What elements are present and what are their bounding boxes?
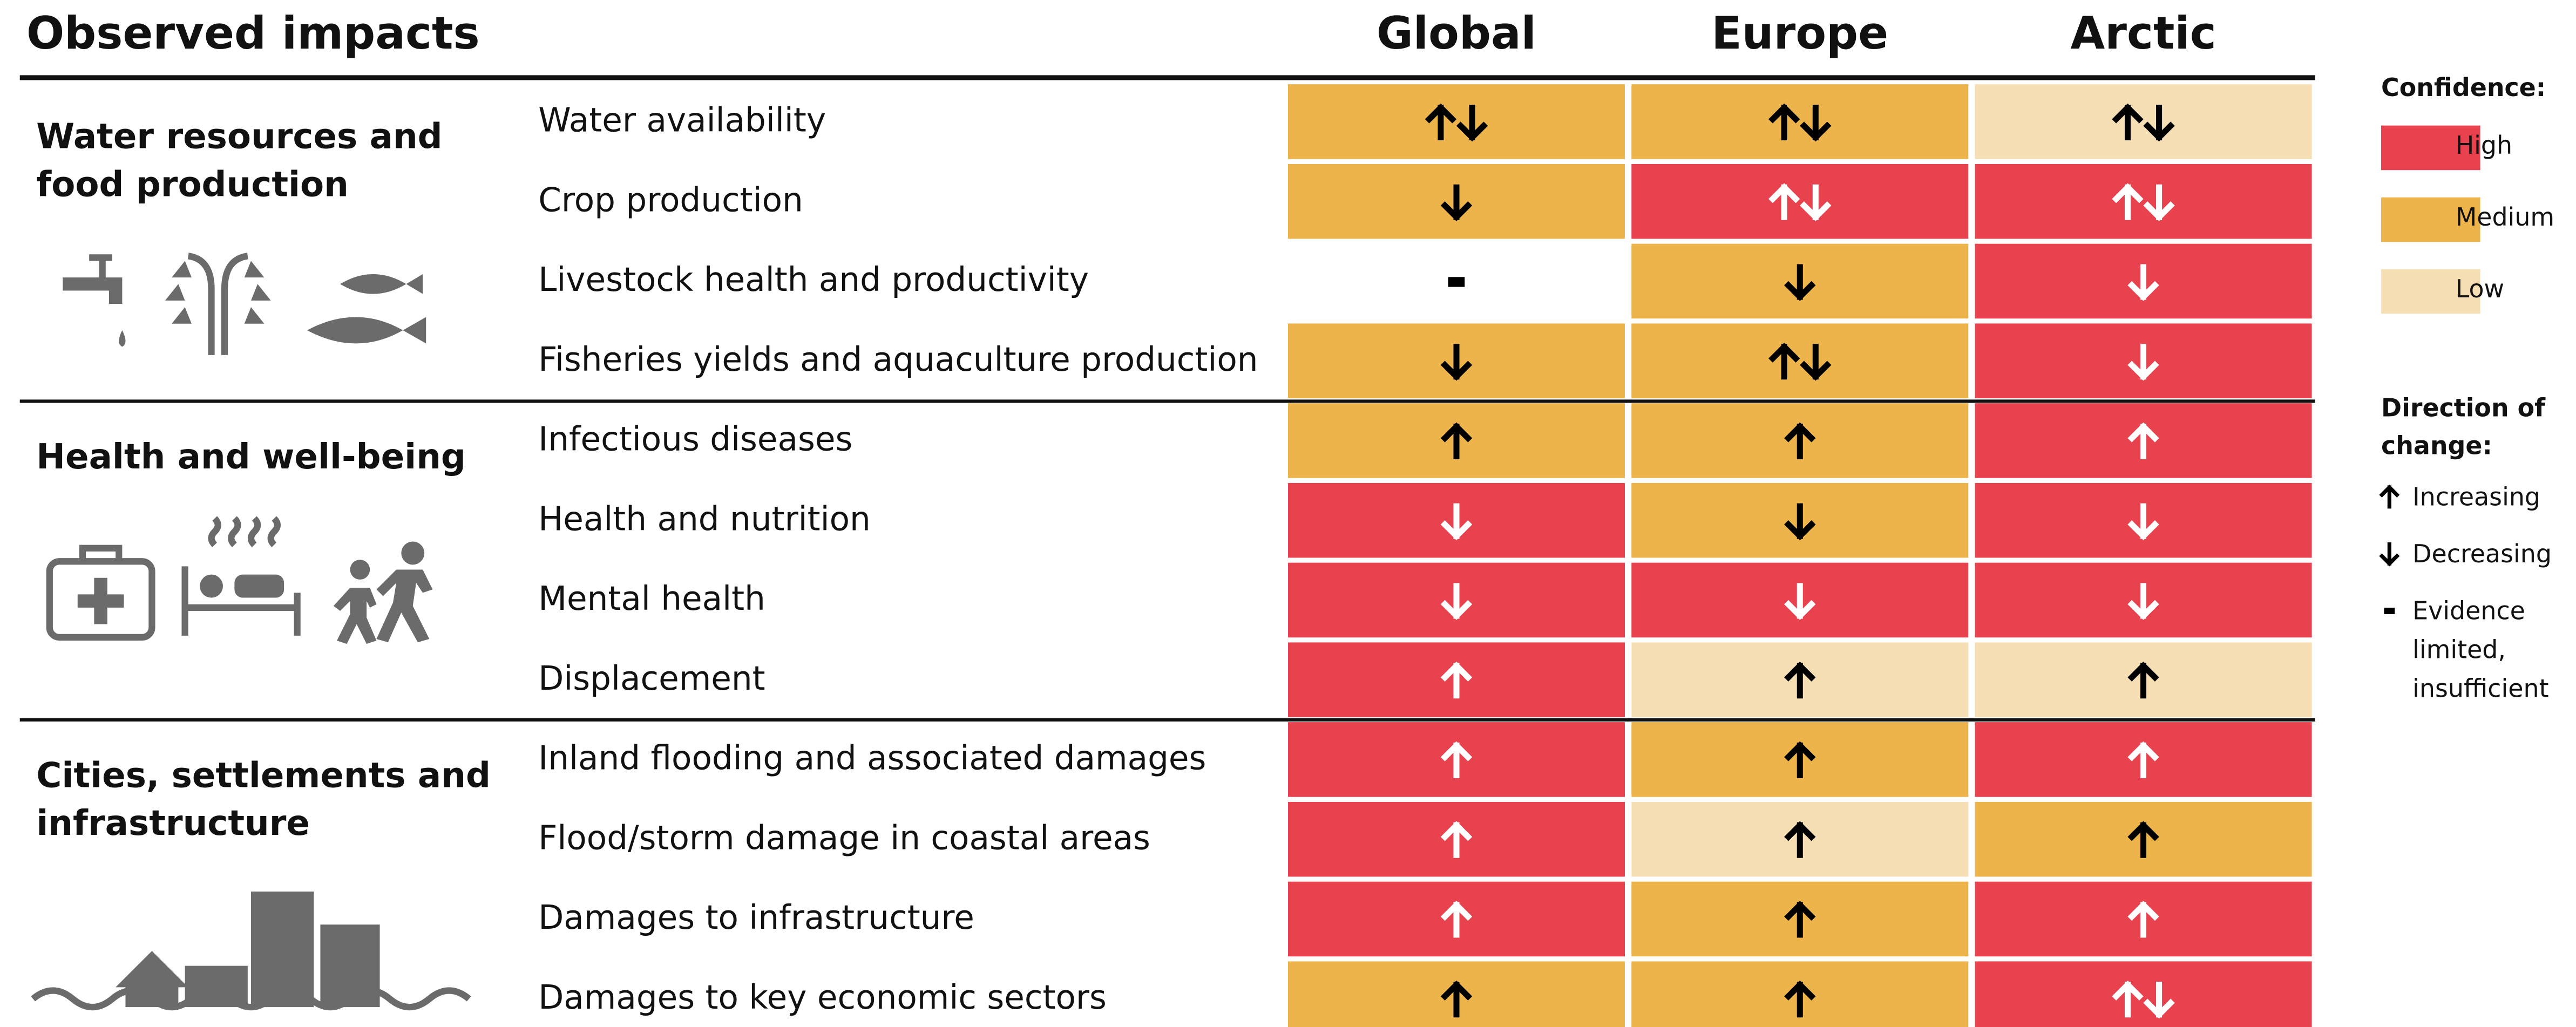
row-label: Livestock health and productivity — [538, 261, 1089, 299]
row-label: Displacement — [538, 659, 765, 698]
row-label: Mental health — [538, 580, 765, 618]
row-label: Fisheries yields and aquaculture product… — [538, 341, 1258, 379]
page: Observed impacts Global Europe Arctic Water… — [0, 0, 2576, 1027]
row-label: Inland flooding and associated damages — [538, 739, 1206, 778]
arrow-down — [2382, 545, 2397, 564]
group-title: Health and well-being — [36, 437, 466, 477]
city-icons — [33, 892, 469, 1007]
row-label: Health and nutrition — [538, 500, 871, 538]
row-label: Crop production — [538, 181, 803, 219]
column-header: Europe — [1711, 8, 1888, 59]
group-title: food production — [36, 164, 349, 205]
legend-label: Medium — [2456, 202, 2554, 232]
impacts-table: Observed impacts Global Europe Arctic Water… — [0, 0, 2576, 1027]
legend-title: change: — [2381, 431, 2492, 460]
impact-cell — [1975, 84, 2312, 159]
impact-cell — [1631, 84, 1968, 159]
legend-title: Confidence: — [2381, 73, 2546, 102]
legend-label: limited, — [2412, 635, 2506, 664]
legend-label: Low — [2456, 274, 2504, 303]
water-food-icons — [63, 254, 426, 355]
row-label: Flood/storm damage in coastal areas — [538, 819, 1150, 857]
group-title: Cities, settlements and — [36, 756, 491, 796]
column-header: Arctic — [2070, 8, 2216, 59]
impact-cell — [1631, 323, 1968, 398]
legend-title: Direction of — [2381, 393, 2546, 422]
row-label: Damages to infrastructure — [538, 899, 974, 937]
group-title: infrastructure — [36, 803, 310, 844]
row-label: Water availability — [538, 101, 826, 140]
dash-symbol — [2384, 608, 2395, 614]
impact-cell — [1288, 84, 1625, 159]
legend-label: High — [2456, 131, 2512, 160]
group-title: Water resources and — [36, 117, 442, 157]
row-label: Infectious diseases — [538, 420, 852, 459]
legend-label: Increasing — [2412, 482, 2540, 511]
legend-label: Evidence — [2412, 596, 2525, 625]
table-title: Observed impacts — [26, 8, 480, 59]
arrow-up — [2382, 487, 2397, 507]
legend-label: insufficient — [2412, 674, 2548, 703]
row-label: Damages to key economic sectors — [538, 978, 1107, 1017]
dash-symbol — [1448, 277, 1465, 287]
column-header: Global — [1377, 8, 1536, 59]
health-icons — [50, 519, 433, 644]
legend-label: Decreasing — [2412, 539, 2552, 568]
impact-cell — [1975, 961, 2312, 1027]
impact-cell — [1975, 164, 2312, 239]
impact-cell — [1631, 164, 1968, 239]
